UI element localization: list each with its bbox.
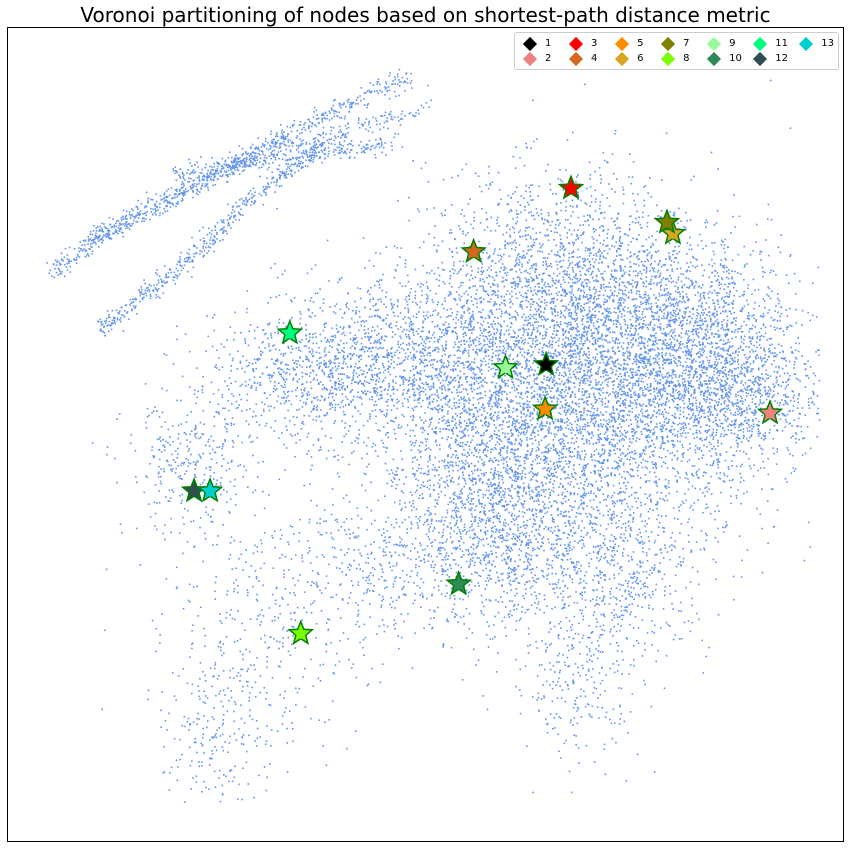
legend-label: 4 [591,53,598,64]
center-diamond-4 [467,245,480,258]
center-diamond-3 [564,182,577,195]
center-diamond-12 [188,485,201,498]
legend-label: 7 [683,38,690,49]
legend-label: 3 [591,38,598,49]
legend-label: 6 [637,53,644,64]
legend-label: 11 [775,38,788,49]
legend-swatch [615,51,630,66]
legend-entry-11: 11 [749,36,795,51]
legend-label: 8 [683,53,690,64]
legend-label: 1 [545,38,552,49]
center-marker-11 [276,319,304,345]
legend-entry-1: 1 [519,36,565,51]
legend-label: 12 [775,53,788,64]
legend-entry-5: 5 [611,36,657,51]
center-diamond-8 [294,627,307,640]
legend: 1 2 3 4 5 6 7 8 9 10 11 12 13 [514,32,839,70]
legend-entry-4: 4 [565,51,611,66]
center-marker-9 [492,353,519,380]
legend-entry-12: 12 [749,51,795,66]
legend-swatch [799,36,814,51]
legend-swatch [615,36,630,51]
center-diamond-5 [539,403,552,416]
center-marker-13 [196,476,224,503]
center-diamond-6 [666,227,679,240]
legend-entry-13: 13 [795,36,834,51]
legend-swatch [522,36,538,51]
center-markers [180,174,784,645]
legend-label: 5 [637,38,644,49]
legend-label: 13 [821,38,834,49]
legend-entry-9: 9 [703,36,749,51]
center-marker-2 [756,399,784,425]
legend-swatch [661,51,676,66]
center-diamond-10 [452,577,465,590]
center-marker-3 [557,174,585,200]
legend-entry-10: 10 [703,51,749,66]
center-diamond-13 [204,485,217,498]
center-marker-4 [460,237,487,264]
center-diamond-1 [540,358,553,371]
legend-swatch [661,36,676,51]
legend-label: 10 [729,53,742,64]
center-diamond-9 [499,361,512,374]
center-marker-5 [531,395,559,421]
legend-entry-7: 7 [657,36,703,51]
center-diamond-7 [660,216,673,229]
center-marker-1 [532,350,560,377]
chart-title: Voronoi partitioning of nodes based on s… [80,3,771,27]
legend-label: 2 [545,53,552,64]
scatter-plot [46,68,821,803]
legend-swatch [522,51,538,66]
legend-label: 9 [729,38,736,49]
center-diamond-11 [283,327,296,340]
node-points [46,68,821,803]
legend-swatch [568,51,584,66]
legend-swatch [753,36,768,51]
legend-entry-3: 3 [565,36,611,51]
center-marker-7 [653,208,681,234]
legend-entry-6: 6 [611,51,657,66]
legend-swatch [707,36,722,51]
plot-area: 1 2 3 4 5 6 7 8 9 10 11 12 13 [7,27,844,842]
legend-entry-8: 8 [657,51,703,66]
legend-swatch [568,36,584,51]
legend-swatch [753,51,768,66]
center-marker-10 [445,569,473,596]
legend-entry-2: 2 [519,51,565,66]
center-marker-8 [287,619,315,645]
center-diamond-2 [764,407,777,420]
legend-swatch [707,51,722,66]
